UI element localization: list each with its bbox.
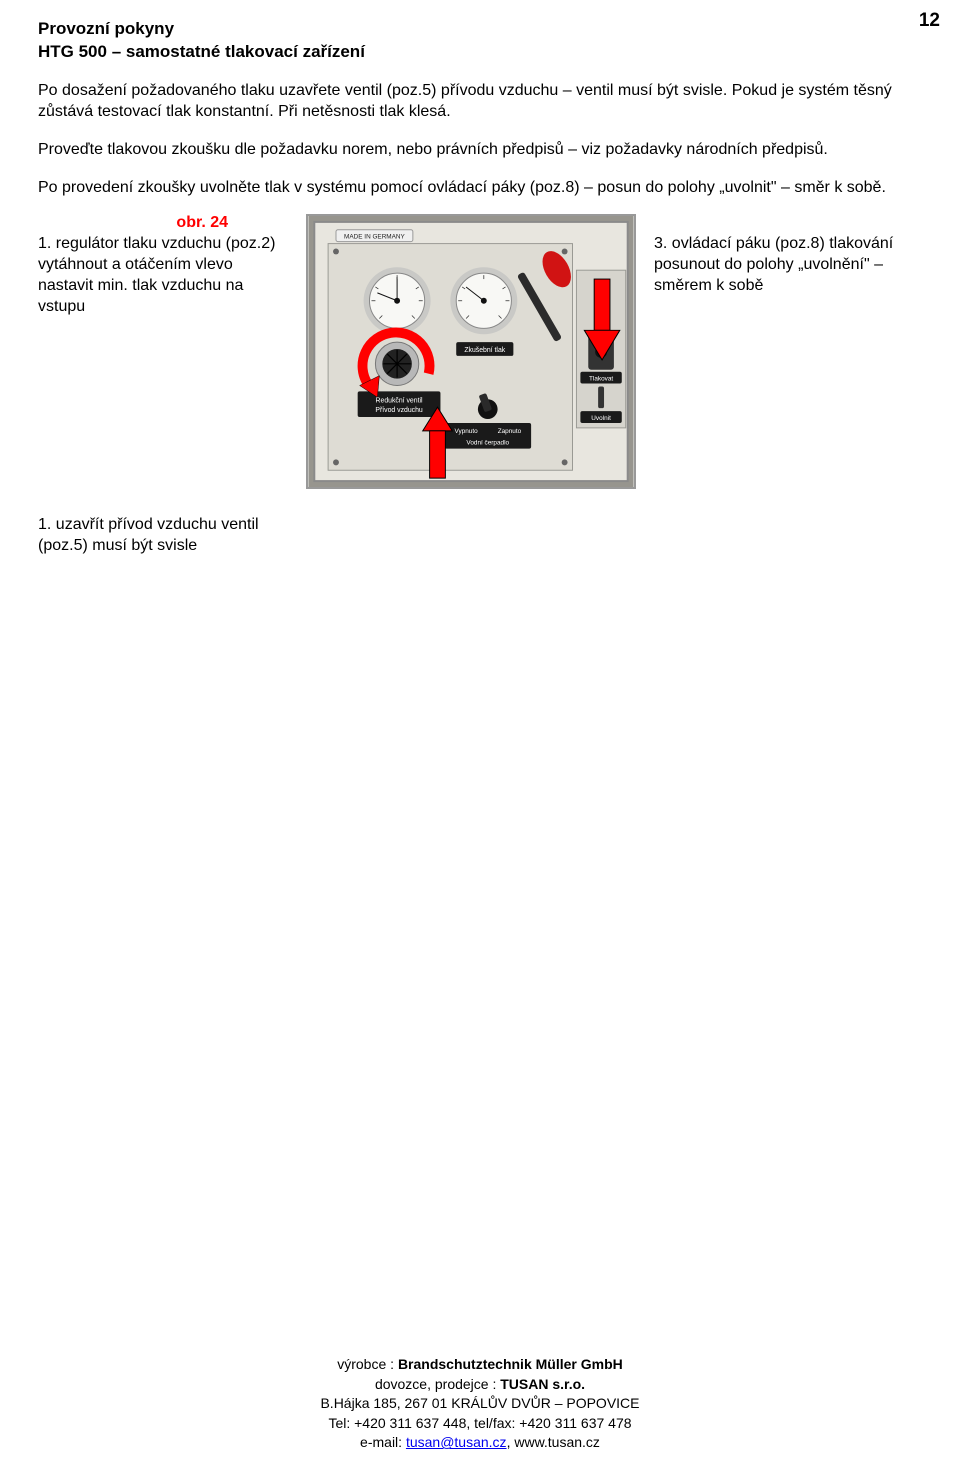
- label-uvolnit: Uvolnit: [591, 415, 611, 422]
- figure-left-annotation: 1. regulátor tlaku vzduchu (poz.2) vytáh…: [38, 234, 288, 317]
- label-tlakovat: Tlakovat: [589, 376, 613, 383]
- page-footer: výrobce : Brandschutztechnik Müller GmbH…: [0, 1355, 960, 1453]
- figure-right-column: 3. ovládací páku (poz.8) tlakování posun…: [654, 214, 904, 296]
- footer-l3: B.Hájka 185, 267 01 KRÁLŮV DVŮR – POPOVI…: [0, 1394, 960, 1414]
- paragraph-3: Po provedení zkoušky uvolněte tlak v sys…: [38, 177, 922, 199]
- figure-below-annotation: 1. uzavřít přívod vzduchu ventil (poz.5)…: [38, 515, 288, 557]
- footer-l4: Tel: +420 311 637 448, tel/fax: +420 311…: [0, 1414, 960, 1434]
- figure-left-column: obr. 24 1. regulátor tlaku vzduchu (poz.…: [38, 214, 288, 317]
- footer-email-link[interactable]: tusan@tusan.cz: [406, 1434, 507, 1450]
- label-zkusebni-tlak: Zkušební tlak: [464, 347, 505, 354]
- footer-l5-pre: e-mail:: [360, 1434, 406, 1450]
- figure-right-annotation: 3. ovládací páku (poz.8) tlakování posun…: [654, 234, 904, 296]
- paragraph-2: Proveďte tlakovou zkoušku dle požadavku …: [38, 139, 922, 161]
- figure-label: obr. 24: [38, 214, 288, 232]
- footer-l2-pre: dovozce, prodejce :: [375, 1376, 500, 1392]
- label-zapnuto: Zapnuto: [498, 428, 522, 435]
- document-header: Provozní pokyny HTG 500 – samostatné tla…: [38, 18, 922, 64]
- footer-l5-post: , www.tusan.cz: [507, 1434, 600, 1450]
- footer-l2-bold: TUSAN s.r.o.: [500, 1376, 585, 1392]
- footer-l1-bold: Brandschutztechnik Müller GmbH: [398, 1356, 623, 1372]
- label-redukcni: Redukční ventil: [376, 398, 423, 405]
- header-line-1: Provozní pokyny: [38, 18, 922, 41]
- figure-row: obr. 24 1. regulátor tlaku vzduchu (poz.…: [38, 214, 922, 489]
- label-vodni-cerpadlo: Vodní čerpadlo: [466, 440, 509, 447]
- paragraph-1: Po dosažení požadovaného tlaku uzavřete …: [38, 80, 922, 123]
- footer-l1-pre: výrobce :: [337, 1356, 398, 1372]
- label-vypnuto: Vypnuto: [454, 428, 478, 435]
- header-line-2: HTG 500 – samostatné tlakovací zařízení: [38, 41, 922, 64]
- pressure-panel-diagram: MADE IN GERMANY: [306, 214, 636, 489]
- made-in-label: MADE IN GERMANY: [344, 234, 405, 241]
- label-privod: Přívod vzduchu: [375, 407, 423, 414]
- page-number: 12: [919, 10, 940, 32]
- figure-panel-container: MADE IN GERMANY: [306, 214, 636, 489]
